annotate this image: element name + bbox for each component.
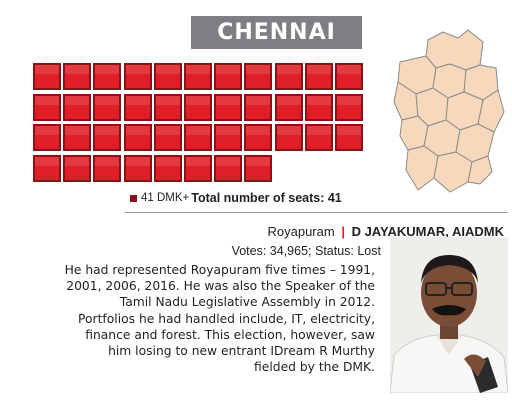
seat-square	[244, 93, 273, 121]
candidate-photo-icon	[390, 237, 508, 393]
seat-legend: 41 DMK+ Total number of seats: 41	[130, 191, 342, 205]
seat-square	[274, 124, 303, 151]
seat-square	[335, 93, 363, 121]
seat-square	[63, 63, 92, 90]
seat-square	[214, 63, 243, 90]
bio-line: Tamil Nadu Legislative Assembly in 2012.	[119, 295, 375, 310]
seat-square	[123, 63, 152, 90]
bio-line: him losing to new entrant IDream R Murth…	[108, 344, 375, 359]
seat-square	[93, 154, 122, 182]
bio-line: fielded by the DMK.	[254, 360, 375, 375]
bio-line: He had represented Royapuram five times …	[64, 263, 375, 277]
seat-square	[304, 63, 333, 90]
candidate-bio: He had represented Royapuram five times …	[0, 262, 375, 375]
seat-square	[244, 124, 273, 151]
seat-square	[33, 124, 61, 151]
bio-line: finance and forest. This election, howev…	[85, 327, 375, 342]
seat-square	[153, 124, 182, 151]
seat-square	[93, 63, 122, 90]
votes-status: Votes: 34,965; Status: Lost	[231, 244, 381, 258]
seat-square	[33, 93, 61, 121]
seat-square	[244, 154, 273, 182]
seat-square	[184, 154, 212, 182]
seat-square	[214, 93, 243, 121]
seat-square	[123, 93, 152, 121]
seat-square	[93, 93, 122, 121]
header-separator: |	[341, 224, 345, 239]
seat-square	[63, 154, 92, 182]
seat-square	[274, 93, 303, 121]
seat-square	[214, 124, 243, 151]
constituency-name: Royapuram	[267, 224, 335, 239]
seat-square	[244, 63, 273, 90]
seat-square	[184, 63, 212, 90]
seat-square	[63, 93, 92, 121]
seat-square	[63, 124, 92, 151]
seat-square	[153, 63, 182, 90]
seat-square	[304, 93, 333, 121]
legend-swatch	[130, 194, 137, 202]
seat-square	[335, 63, 363, 90]
seat-square	[33, 63, 61, 90]
candidate-name-party: D JAYAKUMAR, AIADMK	[351, 224, 504, 239]
seat-square	[123, 154, 152, 182]
seat-square	[274, 63, 303, 90]
divider	[125, 212, 508, 213]
seat-grid	[33, 63, 365, 185]
seat-square	[123, 124, 152, 151]
bio-line: 2001, 2006, 2016. He was also the Speake…	[66, 279, 375, 294]
city-banner: CHENNAI	[191, 16, 362, 49]
bio-line: Portfolios he had handled include, IT, e…	[78, 311, 375, 326]
seat-square	[184, 93, 212, 121]
seat-square	[184, 124, 212, 151]
seat-square	[304, 124, 333, 151]
chennai-map-icon	[388, 20, 508, 200]
seat-square	[335, 124, 363, 151]
candidate-header: Royapuram | D JAYAKUMAR, AIADMK	[267, 224, 504, 239]
seat-square	[214, 154, 243, 182]
legend-total: Total number of seats: 41	[191, 191, 342, 205]
legend-party: 41 DMK+	[141, 192, 190, 204]
seat-square	[153, 93, 182, 121]
seat-square	[153, 154, 182, 182]
seat-square	[93, 124, 122, 151]
city-title: CHENNAI	[217, 20, 336, 45]
seat-square	[33, 154, 61, 182]
